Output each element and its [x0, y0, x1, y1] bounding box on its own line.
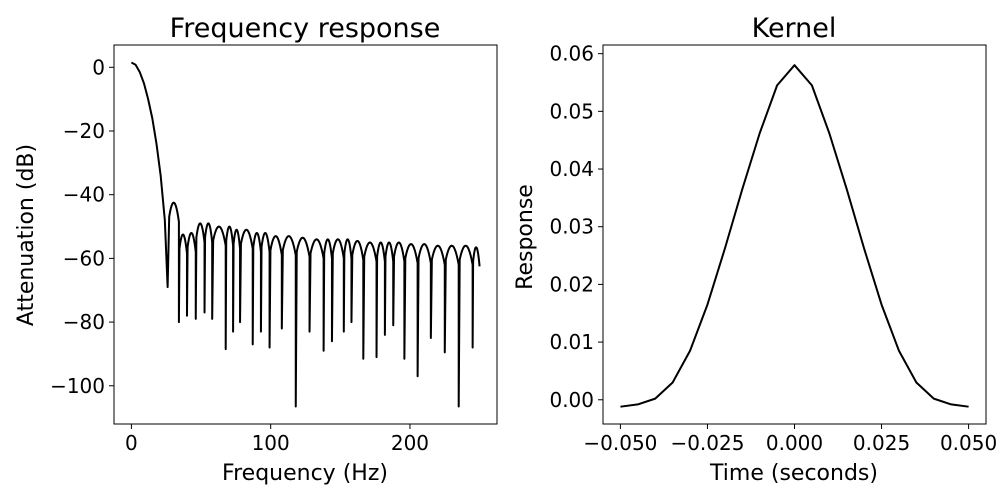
frequency-response-x-axis-label: Frequency (Hz) — [222, 461, 388, 486]
kernel-series-line — [620, 64, 969, 408]
kernel-x-tick-label: 0.025 — [853, 431, 910, 455]
kernel-x-tick-label: 0.000 — [766, 431, 823, 455]
frequency-response-y-tick-label: −60 — [63, 246, 105, 270]
frequency-response-ticks: 0 100 200 0 −20 −40 −60 −80 −100 — [50, 55, 429, 455]
frequency-response-y-tick-label: −100 — [50, 374, 105, 398]
frequency-response-panel: Frequency response 0 100 200 0 −20 −40 −60 −80 −… — [14, 13, 498, 486]
frequency-response-y-tick-label: −20 — [63, 119, 105, 143]
kernel-y-tick-label: 0.01 — [549, 330, 594, 354]
kernel-ticks: −0.050 −0.025 0.000 0.025 0.050 0.00 0.01 0.02 0… — [549, 42, 997, 455]
frequency-response-title: Frequency response — [170, 13, 441, 44]
kernel-y-tick-label: 0.05 — [549, 99, 594, 123]
kernel-x-axis-label: Time (seconds) — [709, 461, 878, 486]
kernel-y-tick-label: 0.04 — [549, 157, 594, 181]
frequency-response-y-axis-label: Attenuation (dB) — [14, 144, 39, 326]
kernel-y-tick-label: 0.02 — [549, 272, 594, 296]
kernel-y-tick-label: 0.03 — [549, 215, 594, 239]
frequency-response-y-tick-label: −80 — [63, 310, 105, 334]
frequency-response-y-tick-label: −40 — [63, 183, 105, 207]
frequency-response-y-tick-label: 0 — [92, 55, 105, 79]
kernel-title: Kernel — [752, 13, 837, 44]
frequency-response-x-tick-label: 200 — [391, 431, 429, 455]
frequency-response-x-tick-label: 100 — [252, 431, 290, 455]
kernel-y-tick-label: 0.00 — [549, 388, 594, 412]
kernel-x-tick-label: −0.050 — [583, 431, 657, 455]
frequency-response-series-line — [130, 61, 481, 408]
kernel-y-tick-label: 0.06 — [549, 42, 594, 66]
kernel-x-tick-label: −0.025 — [670, 431, 744, 455]
frequency-response-plot-frame — [113, 44, 498, 425]
kernel-x-tick-label: 0.050 — [940, 431, 997, 455]
kernel-plot-frame — [602, 44, 987, 425]
kernel-panel: Kernel −0.050 −0.025 0.000 0.025 0.050 0.00 0.… — [513, 13, 997, 486]
kernel-y-axis-label: Response — [513, 184, 538, 290]
frequency-response-x-tick-label: 0 — [125, 431, 138, 455]
